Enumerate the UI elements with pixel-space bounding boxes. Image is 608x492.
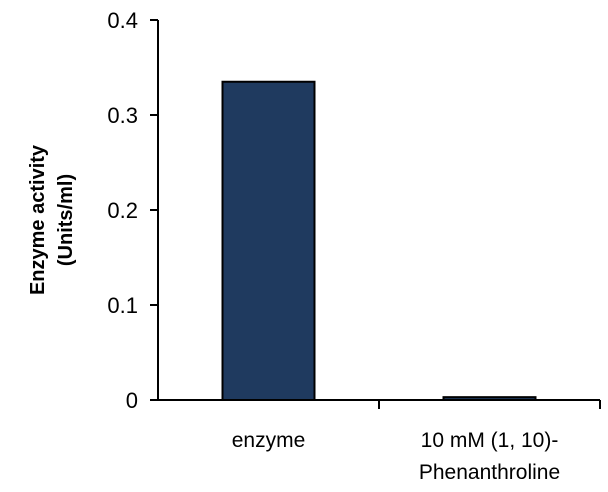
- y-tick-label: 0.4: [107, 8, 138, 33]
- y-tick-label: 0.1: [107, 293, 138, 318]
- y-axis-title: Enzyme activity (Units/ml): [27, 144, 77, 295]
- y-axis-title-line: (Units/ml): [55, 174, 77, 266]
- y-ticks-group: 0 0.1 0.2 0.3 0.4: [107, 8, 158, 413]
- bars-group: [223, 82, 536, 400]
- y-tick-label: 0.3: [107, 103, 138, 128]
- y-axis-title-line: Enzyme activity: [27, 144, 49, 295]
- y-tick-label: 0: [126, 388, 138, 413]
- x-category-label: enzyme: [232, 429, 306, 452]
- x-category-label: 10 mM (1, 10)-: [421, 429, 559, 452]
- x-ticks-group: [379, 400, 600, 409]
- bar-0: [223, 82, 315, 400]
- y-tick-label: 0.2: [107, 198, 138, 223]
- x-category-label: Phenanthroline: [419, 461, 560, 484]
- x-labels-group: enzyme 10 mM (1, 10)- Phenanthroline: [232, 429, 560, 484]
